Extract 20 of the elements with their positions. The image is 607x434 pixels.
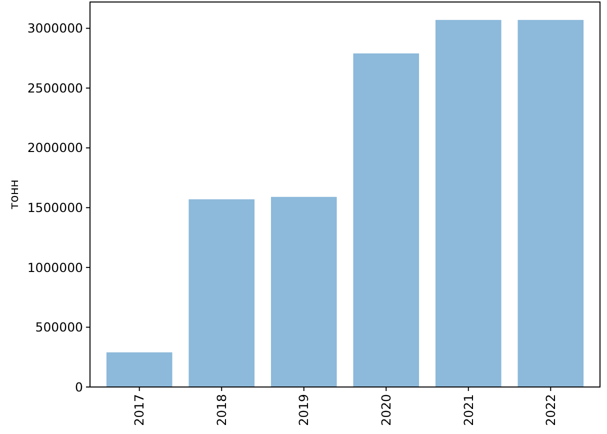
- bar: [353, 53, 420, 387]
- bar: [270, 196, 337, 387]
- x-tick-label: 2017: [132, 394, 147, 426]
- x-tick-label: 2018: [214, 394, 229, 426]
- y-tick-label: 1000000: [27, 260, 84, 275]
- x-tick-label: 2022: [543, 394, 558, 426]
- bar: [188, 199, 255, 387]
- y-tick-label: 3000000: [27, 20, 84, 36]
- y-tick-label: 1500000: [27, 200, 84, 216]
- bar: [106, 352, 172, 387]
- bar: [435, 20, 502, 387]
- x-tick-label: 2020: [378, 394, 394, 426]
- y-tick-label: 2000000: [27, 140, 84, 156]
- x-tick-label: 2021: [460, 394, 476, 426]
- y-tick-label: 500000: [35, 320, 84, 335]
- y-tick-label: 0: [75, 379, 84, 394]
- x-tick-label: 2019: [296, 394, 312, 426]
- bar: [518, 20, 584, 387]
- y-axis-title: тонн: [7, 179, 21, 210]
- y-tick-label: 2500000: [27, 80, 84, 96]
